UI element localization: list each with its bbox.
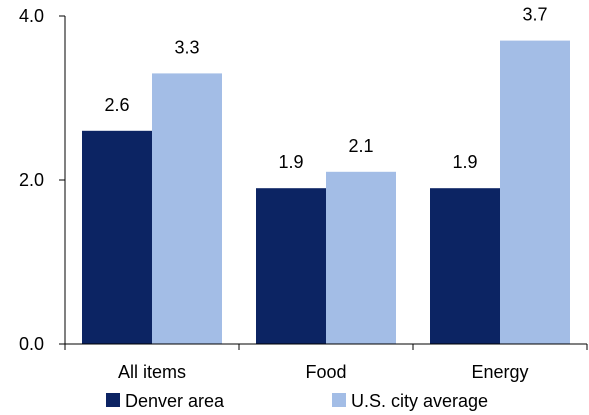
bar-denver-area-energy: [430, 188, 500, 344]
data-label-denver-area-energy: 1.9: [452, 152, 477, 172]
y-tick-label: 4.0: [19, 6, 44, 26]
data-label-denver-area-all-items: 2.6: [104, 95, 129, 115]
bars-group: [82, 40, 570, 345]
x-ticks-group: All items Food Energy: [64, 344, 588, 382]
bar-u-s-city-average-all-items: [152, 73, 222, 345]
x-category-label-all-items: All items: [118, 362, 186, 382]
legend-label-denver-area: Denver area: [125, 391, 225, 411]
legend-label-u-s-city-average: U.S. city average: [351, 391, 488, 411]
x-category-label-energy: Energy: [471, 362, 528, 382]
legend: Denver area U.S. city average: [106, 391, 488, 411]
legend-swatch-denver-area: [106, 393, 120, 407]
data-labels-group: 2.6 3.3 1.9 2.1 1.9 3.7: [104, 5, 547, 173]
data-label-u-s-city-average-food: 2.1: [348, 136, 373, 156]
y-tick-label: 0.0: [19, 334, 44, 354]
y-tick-label: 2.0: [19, 170, 44, 190]
bar-denver-area-all-items: [82, 130, 152, 344]
x-category-label-food: Food: [305, 362, 346, 382]
data-label-denver-area-food: 1.9: [278, 152, 303, 172]
bar-u-s-city-average-food: [326, 171, 396, 344]
data-label-u-s-city-average-all-items: 3.3: [174, 37, 199, 57]
y-ticks-group: 0.0 2.0 4.0: [19, 6, 65, 354]
bar-u-s-city-average-energy: [500, 40, 570, 344]
legend-swatch-u-s-city-average: [332, 393, 346, 407]
data-label-u-s-city-average-energy: 3.7: [522, 5, 547, 25]
bar-denver-area-food: [256, 188, 326, 344]
